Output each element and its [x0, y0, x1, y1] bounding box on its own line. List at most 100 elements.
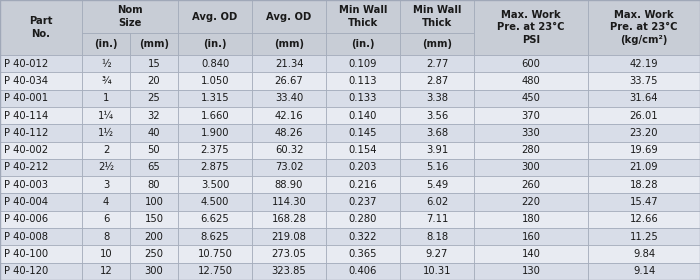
Bar	[588, 55, 700, 72]
Text: Nom
Size: Nom Size	[117, 5, 143, 28]
Text: 0.365: 0.365	[349, 249, 377, 259]
Text: 480: 480	[522, 76, 540, 86]
Text: 0.140: 0.140	[349, 111, 377, 121]
Text: P 40-002: P 40-002	[4, 145, 48, 155]
Bar	[130, 141, 178, 159]
Bar	[588, 245, 700, 263]
Text: 280: 280	[522, 145, 540, 155]
Bar	[0, 0, 82, 55]
Bar	[400, 0, 474, 33]
Bar	[82, 107, 130, 124]
Text: 114.30: 114.30	[272, 197, 307, 207]
Bar	[82, 90, 130, 107]
Text: 15.47: 15.47	[630, 197, 658, 207]
Bar	[178, 55, 252, 72]
Text: 23.20: 23.20	[630, 128, 658, 138]
Bar	[588, 107, 700, 124]
Bar	[326, 0, 400, 55]
Bar	[82, 193, 130, 211]
Text: 21.09: 21.09	[630, 162, 658, 172]
Text: 0.840: 0.840	[201, 59, 229, 69]
Bar	[82, 33, 130, 55]
Text: P 40-034: P 40-034	[4, 76, 48, 86]
Text: 0.109: 0.109	[349, 59, 377, 69]
Bar	[0, 55, 82, 72]
Bar	[400, 107, 474, 124]
Bar	[474, 245, 588, 263]
Bar	[82, 228, 130, 245]
Text: 1.315: 1.315	[201, 93, 230, 103]
Bar	[130, 159, 178, 176]
Bar	[252, 263, 326, 280]
Text: 10: 10	[99, 249, 112, 259]
Bar	[588, 0, 700, 55]
Bar	[178, 193, 252, 211]
Bar	[178, 0, 252, 55]
Text: 220: 220	[522, 197, 540, 207]
Text: 26.67: 26.67	[274, 76, 303, 86]
Bar	[474, 228, 588, 245]
Bar	[588, 90, 700, 107]
Bar	[0, 141, 82, 159]
Bar	[326, 176, 400, 193]
Bar	[326, 55, 400, 72]
Bar	[326, 245, 400, 263]
Bar	[588, 159, 700, 176]
Text: (in.): (in.)	[203, 39, 227, 49]
Text: 150: 150	[144, 214, 164, 225]
Bar	[252, 55, 326, 72]
Bar	[252, 33, 326, 55]
Bar	[474, 193, 588, 211]
Bar	[400, 176, 474, 193]
Text: 219.08: 219.08	[272, 232, 307, 242]
Text: 8: 8	[103, 232, 109, 242]
Bar	[130, 90, 178, 107]
Text: 88.90: 88.90	[275, 180, 303, 190]
Bar	[400, 33, 474, 55]
Bar	[588, 211, 700, 228]
Text: 4: 4	[103, 197, 109, 207]
Bar	[252, 124, 326, 141]
Bar	[400, 90, 474, 107]
Text: Min Wall
Thick: Min Wall Thick	[339, 5, 387, 28]
Bar	[252, 0, 326, 33]
Bar	[400, 0, 474, 55]
Text: 3.91: 3.91	[426, 145, 448, 155]
Text: 0.154: 0.154	[349, 145, 377, 155]
Text: (in.): (in.)	[94, 39, 118, 49]
Text: 20: 20	[148, 76, 160, 86]
Text: 2.375: 2.375	[201, 145, 230, 155]
Bar	[130, 211, 178, 228]
Text: Part
No.: Part No.	[29, 16, 52, 39]
Bar	[588, 263, 700, 280]
Text: Avg. OD: Avg. OD	[267, 11, 312, 22]
Text: (mm): (mm)	[139, 39, 169, 49]
Bar	[178, 176, 252, 193]
Text: Avg. OD: Avg. OD	[193, 11, 237, 22]
Text: 3.56: 3.56	[426, 111, 448, 121]
Bar	[0, 263, 82, 280]
Bar	[82, 72, 130, 90]
Bar	[400, 159, 474, 176]
Bar	[0, 193, 82, 211]
Bar	[130, 55, 178, 72]
Text: 7.11: 7.11	[426, 214, 448, 225]
Bar	[130, 228, 178, 245]
Text: 0.406: 0.406	[349, 266, 377, 276]
Text: P 40-004: P 40-004	[4, 197, 48, 207]
Text: 2½: 2½	[98, 162, 114, 172]
Text: ¾: ¾	[101, 76, 111, 86]
Bar	[252, 72, 326, 90]
Text: 330: 330	[522, 128, 540, 138]
Text: 32: 32	[148, 111, 160, 121]
Bar	[474, 0, 588, 55]
Bar	[0, 124, 82, 141]
Bar	[252, 193, 326, 211]
Bar	[326, 228, 400, 245]
Bar	[0, 107, 82, 124]
Text: 0.203: 0.203	[349, 162, 377, 172]
Bar	[252, 228, 326, 245]
Text: 33.40: 33.40	[275, 93, 303, 103]
Text: 2.77: 2.77	[426, 59, 448, 69]
Text: 19.69: 19.69	[629, 145, 659, 155]
